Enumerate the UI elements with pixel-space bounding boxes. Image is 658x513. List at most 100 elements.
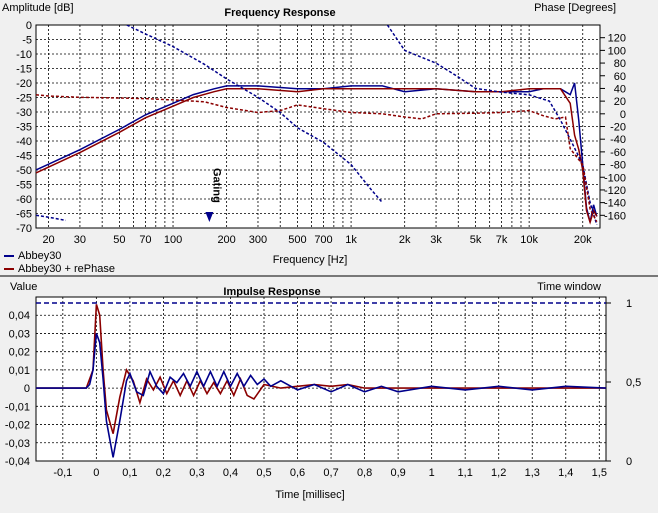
freq-ytick-label: -30 — [16, 107, 32, 119]
impulse-ytick-label: 0 — [24, 383, 30, 395]
impulse-xtick-label: 1,3 — [525, 467, 540, 479]
impulse-xtick-label: 0,5 — [256, 467, 271, 479]
impulse-ytick-label: 0,01 — [9, 365, 30, 377]
impulse-xtick-label: 0,7 — [323, 467, 338, 479]
freq-xtick-label: 300 — [249, 234, 267, 246]
gating-marker — [205, 212, 214, 222]
impulse-title: Impulse Response — [223, 286, 320, 298]
impulse-xtick-label: 0,8 — [357, 467, 372, 479]
impulse-y2label: Time window — [537, 281, 601, 293]
freq-ytick-label: -25 — [16, 93, 32, 105]
impulse-xtick-label: 1,2 — [491, 467, 506, 479]
freq-xtick-label: 50 — [113, 234, 125, 246]
legend-item-abbey30: Abbey30 — [4, 250, 61, 262]
impulse-xtick-label: 1 — [429, 467, 435, 479]
freq-xtick-label: 3k — [430, 234, 442, 246]
impulse-xtick-label: -0,1 — [53, 467, 72, 479]
freq-ytick-label: 0 — [26, 20, 32, 32]
phase-ytick-label: -40 — [610, 134, 626, 146]
freq-xtick-label: 1k — [345, 234, 357, 246]
impulse-xtick-label: 0 — [93, 467, 99, 479]
impulse-ytick-label: 0,02 — [9, 347, 30, 359]
freq-xtick-label: 100 — [164, 234, 182, 246]
impulse-xtick-label: 0,1 — [122, 467, 137, 479]
freq-series-phase-line — [36, 94, 598, 223]
impulse-ytick-label: -0,01 — [5, 401, 30, 413]
freq-xtick-label: 500 — [288, 234, 306, 246]
freq-xtick-label: 30 — [74, 234, 86, 246]
freq-ylabel: Amplitude [dB] — [2, 2, 74, 14]
impulse-series-line — [36, 304, 606, 434]
phase-ytick-label: 60 — [614, 71, 626, 83]
freq-ytick-label: -65 — [16, 209, 32, 221]
window-ytick-label: 0,5 — [626, 377, 641, 389]
legend-swatch-abbey30-rephase — [4, 268, 14, 271]
phase-ytick-label: -160 — [604, 210, 626, 222]
impulse-xtick-label: 0,2 — [156, 467, 171, 479]
freq-xlabel: Frequency [Hz] — [273, 254, 348, 266]
freq-xtick-label: 10k — [520, 234, 538, 246]
legend-swatch-abbey30 — [4, 255, 14, 258]
impulse-xtick-label: 0,6 — [290, 467, 305, 479]
phase-ytick-label: 40 — [614, 83, 626, 95]
impulse-xtick-label: 1,1 — [458, 467, 473, 479]
window-ytick-label: 1 — [626, 298, 632, 310]
phase-ytick-label: 0 — [620, 109, 626, 121]
freq-xtick-label: 20 — [42, 234, 54, 246]
freq-xtick-label: 7k — [496, 234, 508, 246]
freq-xtick-label: 70 — [139, 234, 151, 246]
freq-ytick-label: -60 — [16, 194, 32, 206]
freq-ytick-label: -55 — [16, 180, 32, 192]
phase-ytick-label: -100 — [604, 172, 626, 184]
impulse-xtick-label: 1,4 — [558, 467, 573, 479]
freq-series-amplitude-line — [36, 88, 598, 225]
impulse-ytick-label: -0,02 — [5, 420, 30, 432]
impulse-ylabel: Value — [10, 281, 37, 293]
freq-ytick-label: -15 — [16, 64, 32, 76]
impulse-plot-area — [35, 296, 607, 462]
freq-series-phase-line — [386, 25, 598, 226]
impulse-xtick-label: 0,9 — [390, 467, 405, 479]
impulse-ytick-label: -0,04 — [5, 456, 30, 468]
freq-ytick-label: -10 — [16, 49, 32, 61]
impulse-ytick-label: 0,03 — [9, 328, 30, 340]
impulse-xtick-label: 0,4 — [223, 467, 238, 479]
impulse-xlabel: Time [millisec] — [275, 489, 344, 501]
freq-ytick-label: -70 — [16, 223, 32, 235]
impulse-xtick-label: 0,3 — [189, 467, 204, 479]
freq-xtick-label: 2k — [399, 234, 411, 246]
impulse-ytick-label: 0,04 — [9, 310, 30, 322]
phase-ytick-label: -20 — [610, 122, 626, 134]
legend-label-abbey30: Abbey30 — [18, 250, 62, 262]
legend-label-abbey30-rephase: Abbey30 + rePhase — [18, 263, 115, 275]
freq-ytick-label: -5 — [22, 35, 32, 47]
freq-xtick-label: 700 — [314, 234, 332, 246]
gating-label: Gating — [210, 168, 222, 203]
freq-xtick-label: 5k — [470, 234, 482, 246]
freq-series-amplitude-line — [36, 82, 598, 223]
phase-ytick-label: -60 — [610, 147, 626, 159]
phase-ytick-label: 20 — [614, 96, 626, 108]
legend-item-abbey30-rephase: Abbey30 + rePhase — [4, 263, 115, 275]
window-ytick-label: 0 — [626, 456, 632, 468]
freq-ytick-label: -45 — [16, 151, 32, 163]
freq-ytick-label: -50 — [16, 165, 32, 177]
impulse-series-line — [36, 333, 606, 458]
phase-ytick-label: 100 — [608, 45, 626, 57]
freq-y2label: Phase [Degrees] — [534, 2, 616, 14]
freq-ytick-label: -20 — [16, 78, 32, 90]
freq-series-phase-line — [126, 25, 383, 204]
freq-title: Frequency Response — [224, 7, 335, 19]
freq-ytick-label: -35 — [16, 122, 32, 134]
impulse-xtick-label: 1,5 — [592, 467, 607, 479]
phase-ytick-label: 120 — [608, 33, 626, 45]
freq-ytick-label: -40 — [16, 136, 32, 148]
freq-series-phase-line — [36, 214, 66, 222]
freq-xtick-label: 200 — [217, 234, 235, 246]
phase-ytick-label: 80 — [614, 58, 626, 70]
phase-ytick-label: -140 — [604, 198, 626, 210]
phase-ytick-label: -120 — [604, 185, 626, 197]
freq-xtick-label: 20k — [574, 234, 592, 246]
